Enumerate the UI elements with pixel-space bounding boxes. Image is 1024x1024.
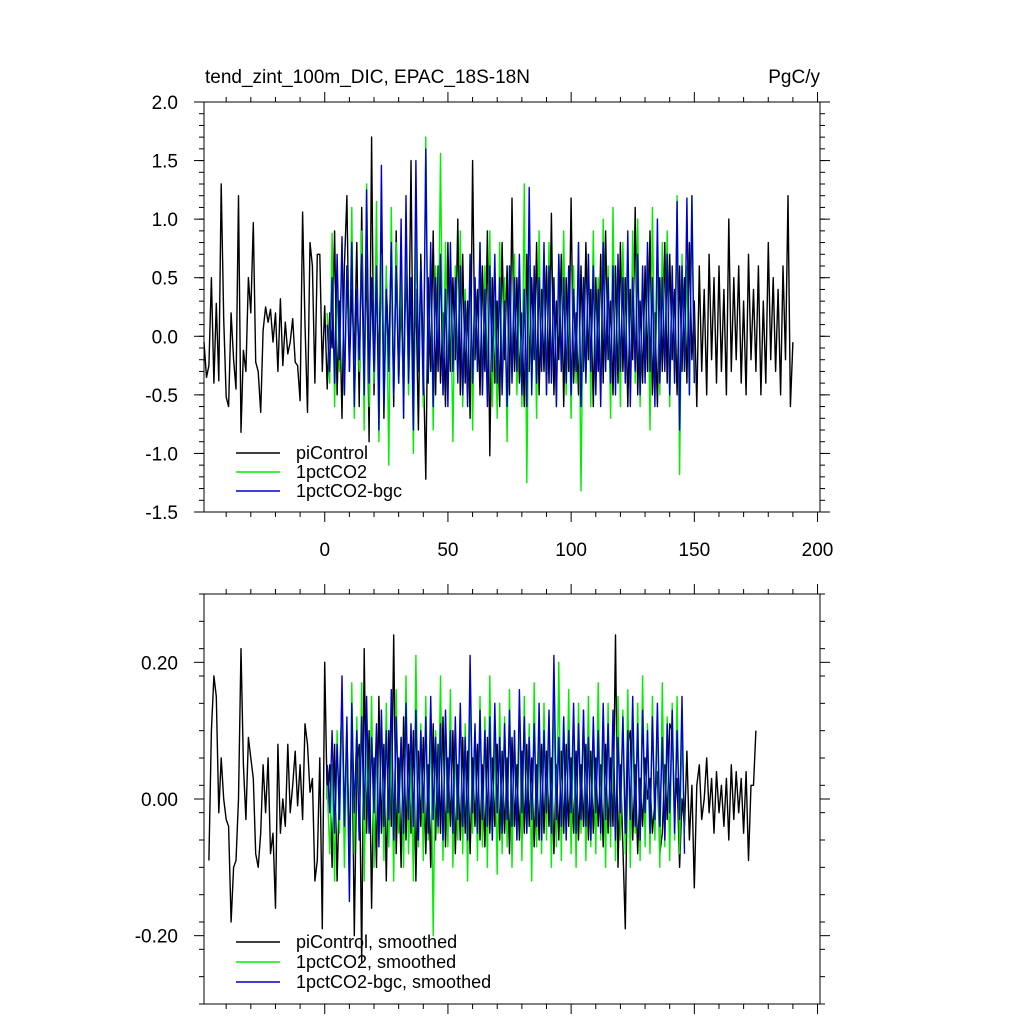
top-chart-units: PgC/y [768, 67, 820, 88]
top-y-tick-label: 0.5 [152, 269, 178, 290]
bottom-series-group [208, 634, 757, 964]
top-x-tick-label: 150 [678, 540, 710, 561]
top-chart-title: tend_zint_100m_DIC, EPAC_18S-18N [205, 67, 530, 88]
bottom-plot-frame [203, 593, 821, 1005]
bottom-y-tick-label: -0.20 [135, 927, 178, 948]
top-y-tick-label: 2.0 [152, 93, 178, 114]
top-y-tick-label: -1.5 [145, 503, 178, 524]
top-series-group [203, 136, 794, 492]
top-legend-label: 1pctCO2-bgc [296, 481, 402, 501]
bottom-axes: -0.20 0.00 0.20 [135, 584, 830, 1014]
top-chart-panel: tend_zint_100m_DIC, EPAC_18S-18N PgC/y 0… [145, 67, 833, 561]
top-series-line-2 [326, 148, 695, 431]
top-y-tick-label: 1.5 [152, 152, 178, 173]
top-plot-frame [203, 101, 821, 513]
top-x-tick-label: 0 [319, 540, 330, 561]
top-legend-label: piControl [296, 443, 368, 463]
top-y-tick-label: 0.0 [152, 327, 178, 348]
bottom-chart-panel: -0.200.000.20 piControl, smoothed1pctCO2… [135, 584, 830, 1014]
bottom-legend-label: 1pctCO2, smoothed [296, 952, 456, 972]
top-y-tick-label: -0.5 [145, 386, 178, 407]
top-legend-label: 1pctCO2 [296, 462, 367, 482]
top-y-tick-label: -1.0 [145, 444, 178, 465]
bottom-series-line-2 [326, 654, 686, 903]
bottom-series-line-0 [208, 634, 757, 964]
top-x-tick-label: 50 [437, 540, 458, 561]
bottom-y-tick-label: 0.20 [141, 653, 178, 674]
top-x-tick-label: 200 [802, 540, 834, 561]
top-axes: 0 50 100 150 200 -1.5 -1.0 -0.5 0.0 0.5 1.0 1.5 2.0 [145, 92, 833, 561]
bottom-legend-label: piControl, smoothed [296, 932, 457, 952]
bottom-y-tick-label: 0.00 [141, 790, 178, 811]
top-y-tick-label: 1.0 [152, 210, 178, 231]
bottom-legend-label: 1pctCO2-bgc, smoothed [296, 972, 491, 992]
top-x-tick-label: 100 [555, 540, 587, 561]
